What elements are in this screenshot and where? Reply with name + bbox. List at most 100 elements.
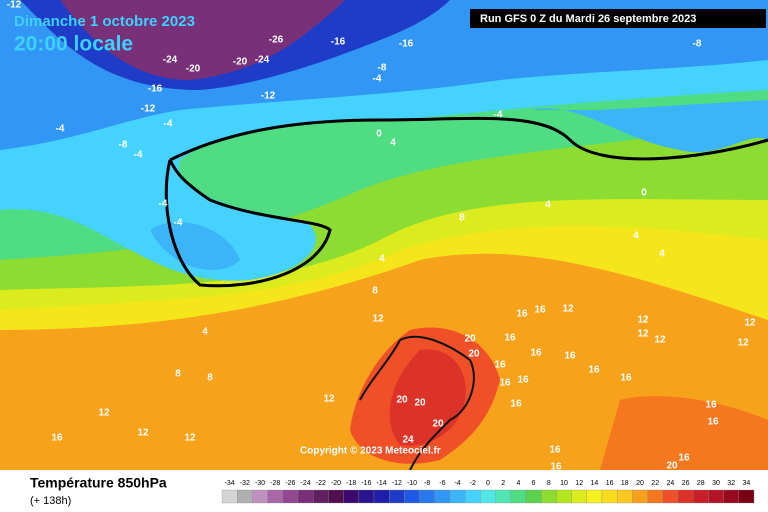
- contour-label: 20: [464, 334, 476, 345]
- contour-label: 4: [390, 138, 396, 149]
- colorbar-cell: [252, 489, 268, 504]
- contour-label: -4: [159, 199, 168, 210]
- colorbar-cell: [373, 489, 390, 504]
- colorbar-tick-label: 18: [621, 480, 629, 487]
- colorbar-cell: [510, 489, 527, 504]
- colorbar-tick-label: -28: [270, 480, 280, 487]
- contour-label: 16: [51, 433, 63, 444]
- colorbar-cell: [480, 489, 496, 504]
- contour-label: -4: [134, 150, 143, 161]
- contour-label: -24: [163, 55, 178, 66]
- contour-label: 12: [737, 338, 749, 349]
- contour-label: -4: [373, 74, 382, 85]
- contour-label: -8: [119, 140, 128, 151]
- contour-label: 12: [637, 315, 649, 326]
- colorbar-cell: [601, 489, 618, 504]
- colorbar-cell: [434, 489, 451, 504]
- colorbar-cell: [586, 489, 603, 504]
- contour-label: 12: [562, 304, 574, 315]
- colorbar-cell: [677, 489, 694, 504]
- colorbar-cell: [708, 489, 724, 504]
- colorbar-tick-label: 24: [667, 480, 675, 487]
- colorbar-tick-label: 10: [560, 480, 568, 487]
- contour-label: 16: [705, 400, 717, 411]
- contour-label: 0: [641, 188, 647, 199]
- colorbar-tick-label: 4: [516, 480, 520, 487]
- contour-label: 16: [499, 378, 511, 389]
- colorbar-cell: [693, 489, 709, 504]
- colorbar-cell: [525, 489, 542, 504]
- contour-label: 16: [530, 348, 542, 359]
- colorbar-tick-label: 2: [501, 480, 505, 487]
- colorbar-cell: [267, 489, 283, 504]
- footer-title: Température 850hPa: [30, 475, 167, 491]
- colorbar-tick-label: -2: [470, 480, 476, 487]
- contour-labels: -12-26 -16 -16 -8-24-20-20 -24-8-4-16-12-12-…: [7, 0, 756, 473]
- map: [0, 0, 768, 471]
- contour-label: 16: [510, 399, 522, 410]
- contour-label: 16: [564, 351, 576, 362]
- contour-label: 8: [372, 286, 378, 297]
- contour-label: 20: [414, 398, 426, 409]
- colorbar-cell: [571, 489, 587, 504]
- contour-label: 16: [534, 305, 546, 316]
- colorbar-tick-label: -18: [346, 480, 356, 487]
- contour-label: -8: [378, 63, 387, 74]
- colorbar-tick-label: -10: [407, 480, 417, 487]
- colorbar-cell: [404, 489, 420, 504]
- colorbar-cell: [449, 489, 466, 504]
- contour-label: -4: [174, 218, 183, 229]
- contour-label: -24: [255, 55, 270, 66]
- colorbar-tick-label: -34: [225, 480, 235, 487]
- contour-label: -4: [164, 119, 173, 130]
- colorbar: -34 -32 -30 -28 -26 -24 -22 -20 -18 -16 -14 -12 -10-…: [221, 480, 755, 504]
- colorbar-tick-label: -30: [255, 480, 265, 487]
- colorbar-tick-label: 34: [743, 480, 751, 487]
- colorbar-tick-label: 28: [697, 480, 705, 487]
- contour-label: 12: [137, 428, 149, 439]
- contour-label: -12: [7, 0, 22, 11]
- contour-label: 4: [633, 231, 639, 242]
- run: Run GFS 0 Z du Mardi 26 septembre 2023: [480, 13, 696, 25]
- contour-label: 16: [620, 373, 632, 384]
- contour-label: 16: [678, 453, 690, 464]
- contour-label: 20: [666, 461, 678, 472]
- colorbar-cell: [297, 489, 314, 504]
- colorbar-cell: [723, 489, 739, 504]
- colorbar-tick-label: -24: [301, 480, 311, 487]
- colorbar-cell: [282, 489, 299, 504]
- contour-label: -26: [269, 35, 284, 46]
- colorbar-cell: [556, 489, 572, 504]
- run-box: [470, 9, 766, 28]
- contour-label: 8: [207, 373, 213, 384]
- contour-label: -16: [331, 37, 346, 48]
- contour-label: 20: [468, 349, 480, 360]
- colorbar-tick-label: 6: [532, 480, 536, 487]
- colorbar-tick-label: -32: [240, 480, 250, 487]
- colorbar-cell: [632, 489, 648, 504]
- colorbar-cell: [328, 489, 344, 504]
- colorbar-cell: [358, 489, 375, 504]
- contour-label: -20: [186, 64, 201, 75]
- contour-label: 16: [517, 375, 529, 386]
- colorbar-cell: [465, 489, 481, 504]
- contour-label: 20: [432, 419, 444, 430]
- colorbar-tick-label: 32: [727, 480, 735, 487]
- colorbar-tick-label: -12: [392, 480, 402, 487]
- colorbar-tick-label: -20: [331, 480, 341, 487]
- contour-label: 16: [494, 360, 506, 371]
- colorbar-tick-label: -22: [316, 480, 326, 487]
- colorbar-cell: [343, 489, 359, 504]
- colorbar-cell: [221, 489, 238, 504]
- contour-label: 16: [504, 333, 516, 344]
- colorbar-cell: [647, 489, 663, 504]
- contour-label: 12: [654, 335, 666, 346]
- colorbar-cell: [313, 489, 329, 504]
- contour-label: 0: [376, 129, 382, 140]
- colorbar-cell: [617, 489, 633, 504]
- contour-label: 4: [379, 254, 385, 265]
- colorbar-cell: [419, 489, 435, 504]
- copyright: Copyright © 2023 Meteociel.fr: [300, 446, 441, 457]
- contour-label: 24: [402, 435, 414, 446]
- date: Dimanche 1 octobre 2023: [14, 13, 195, 30]
